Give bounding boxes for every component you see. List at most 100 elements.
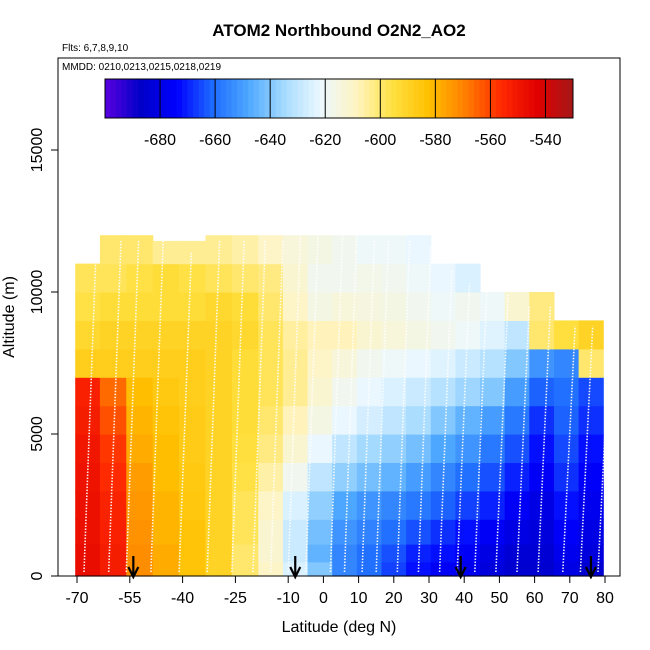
- heatmap-cell: [578, 320, 604, 350]
- heatmap-cell: [307, 348, 333, 378]
- colorbar-segment: [512, 79, 519, 118]
- heatmap-cell: [258, 434, 284, 463]
- colorbar-segment: [248, 79, 255, 118]
- heatmap-cell: [554, 519, 580, 545]
- colorbar-segment: [303, 79, 310, 118]
- heatmap-cell: [99, 235, 127, 265]
- heatmap-cell: [179, 320, 207, 350]
- colorbar-segment: [567, 79, 574, 118]
- heatmap-cell: [504, 292, 530, 321]
- colorbar-segment: [336, 79, 343, 118]
- heatmap-cell: [126, 235, 154, 265]
- flight-profile: [178, 252, 193, 573]
- x-tick-label: 10: [350, 590, 368, 607]
- x-tick-label: 50: [491, 590, 509, 607]
- colorbar-segment: [330, 79, 337, 118]
- heatmap-cell: [480, 490, 506, 520]
- heatmap-cell: [179, 348, 207, 378]
- x-tick-label: -10: [277, 590, 300, 607]
- colorbar-segment: [374, 79, 381, 118]
- colorbar-segment: [198, 79, 205, 118]
- colorbar-segment: [116, 79, 123, 118]
- heatmap-cell: [332, 561, 358, 577]
- heatmap-cell: [406, 405, 432, 435]
- colorbar-segment: [396, 79, 403, 118]
- flight-profile: [456, 283, 471, 573]
- heatmap-cell: [152, 320, 180, 350]
- heatmap-cell: [205, 561, 233, 577]
- colorbar-segment: [226, 79, 233, 118]
- heatmap-cell: [231, 405, 259, 435]
- heatmap-cell: [179, 377, 207, 407]
- x-tick-label: 70: [561, 590, 579, 607]
- heatmap-cell: [381, 462, 407, 492]
- colorbar-segment: [468, 79, 475, 118]
- flight-profile: [206, 240, 221, 573]
- colorbar-segment: [380, 79, 387, 118]
- heatmap-cell: [231, 348, 259, 378]
- heatmap-cell: [205, 320, 233, 350]
- heatmap-cell: [406, 462, 432, 492]
- heatmap-cell: [578, 377, 604, 407]
- flight-profile: [597, 326, 612, 573]
- heatmap-cell: [332, 519, 358, 545]
- heatmap-cell: [152, 263, 180, 293]
- colorbar-segment: [490, 79, 497, 118]
- heatmap-cell: [282, 263, 309, 293]
- heatmap-cell: [430, 434, 456, 463]
- heatmap-cell: [529, 320, 555, 350]
- heatmap-cell: [332, 405, 358, 435]
- heatmap-cell: [554, 377, 580, 407]
- colorbar-segment: [462, 79, 469, 118]
- colorbar-segment: [341, 79, 348, 118]
- heatmap-cell: [307, 519, 333, 545]
- heatmap-cell: [152, 462, 180, 492]
- heatmap-cell: [406, 292, 432, 321]
- arrow-head: [584, 566, 597, 580]
- heatmap-cell: [381, 561, 407, 577]
- colorbar-segment: [347, 79, 354, 118]
- heatmap-cell: [430, 405, 456, 435]
- heatmap-cell: [126, 490, 154, 520]
- heatmap-cell: [430, 544, 456, 563]
- heatmap-cell: [126, 263, 154, 293]
- heatmap-cell: [205, 434, 233, 463]
- heatmap-cell: [258, 377, 284, 407]
- flights-note: Flts: 6,7,8,9,10: [62, 43, 129, 54]
- colorbar-segment: [149, 79, 156, 118]
- colorbar-segment: [418, 79, 425, 118]
- heatmap-cell: [529, 519, 555, 545]
- heatmap-cell: [258, 235, 284, 265]
- heatmap-cell: [179, 263, 207, 293]
- heatmap-cell: [179, 240, 207, 265]
- heatmap-cell: [406, 235, 432, 265]
- colorbar-segment: [187, 79, 194, 118]
- y-axis: 0 5000 10000 15000: [29, 128, 58, 580]
- heatmap-cell: [356, 462, 382, 492]
- heatmap-cell: [231, 462, 259, 492]
- heatmap-cell: [381, 544, 407, 563]
- heatmap-cell: [504, 405, 530, 435]
- colorbar-segment: [402, 79, 409, 118]
- x-tick-label: -40: [171, 590, 194, 607]
- heatmap-cell: [578, 348, 604, 378]
- flight-profile: [537, 306, 552, 573]
- heatmap-cell: [554, 405, 580, 435]
- heatmap-cell: [282, 235, 309, 265]
- heatmap-cell: [504, 561, 530, 577]
- colorbar-tick-label: -660: [199, 132, 231, 149]
- colorbar-segment: [297, 79, 304, 118]
- heatmap-cell: [381, 235, 407, 265]
- heatmap-cell: [480, 405, 506, 435]
- colorbar-segment: [171, 79, 178, 118]
- colorbar-segment: [523, 79, 530, 118]
- heatmap-cell: [406, 348, 432, 378]
- colorbar-segment: [270, 79, 277, 118]
- chart-title: ATOM2 Northbound O2N2_AO2: [212, 21, 465, 40]
- colorbar-segment: [105, 79, 112, 118]
- heatmap-cell: [152, 519, 180, 545]
- colorbar-segment: [385, 79, 392, 118]
- heatmap-cell: [504, 434, 530, 463]
- colorbar-segment: [413, 79, 420, 118]
- heatmap-cell: [282, 292, 309, 321]
